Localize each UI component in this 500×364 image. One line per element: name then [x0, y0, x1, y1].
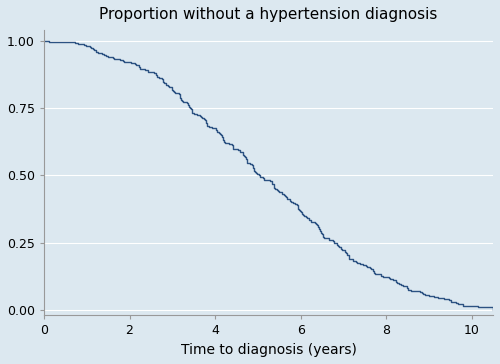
X-axis label: Time to diagnosis (years): Time to diagnosis (years) [180, 343, 356, 357]
Title: Proportion without a hypertension diagnosis: Proportion without a hypertension diagno… [100, 7, 437, 22]
